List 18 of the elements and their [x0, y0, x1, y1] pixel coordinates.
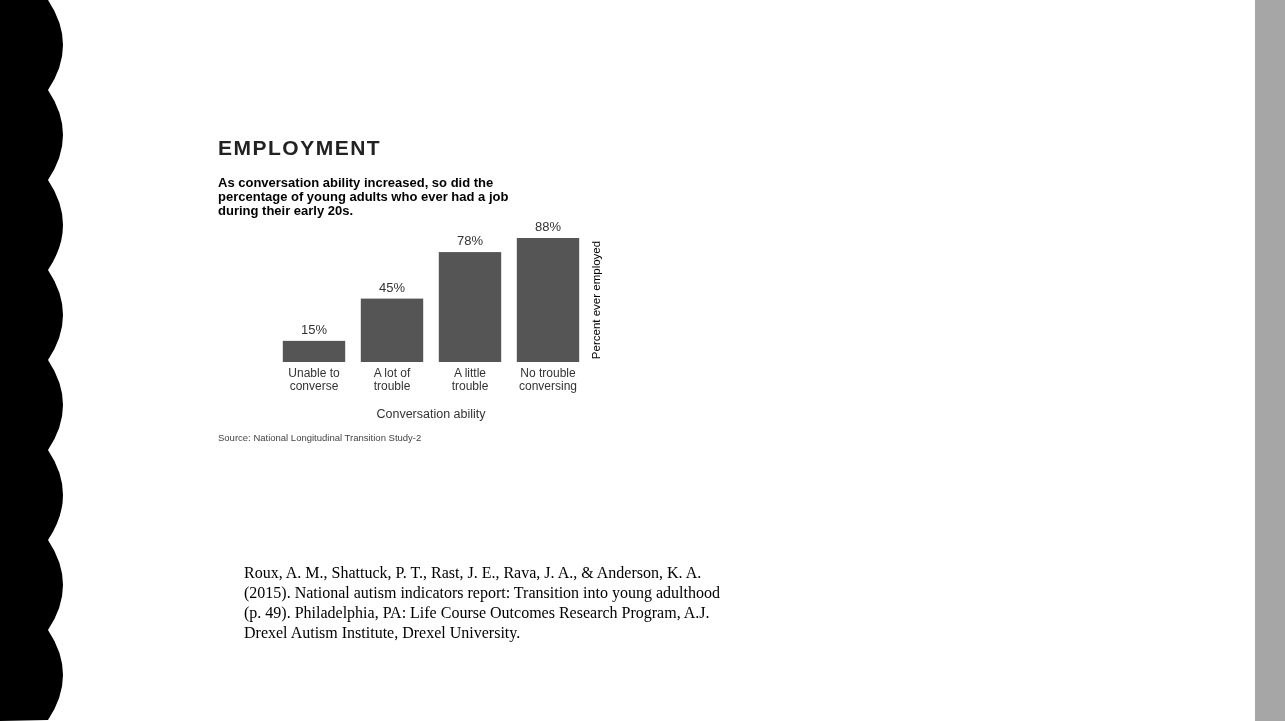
data-label: 15%	[300, 321, 328, 337]
bar	[516, 238, 580, 362]
bar	[360, 298, 424, 362]
chart-title: EMPLOYMENT	[218, 136, 382, 159]
source-note: Source: National Longitudinal Transition Study-2	[218, 432, 422, 443]
x-tick-label: A lot of trouble	[373, 366, 412, 393]
text: Roux, A. M., Shattuck, P. T., Rast, J. E., Rava, J. A., & Anderson, K. A. (2015). National autism indicators report: Transition into young adulthood (p. 49). Philadelphia, PA: Life Course Outcomes Research Program, A.J. Drexel Autism Institute, Drexel University.	[244, 564, 720, 642]
data-label: 78%	[456, 233, 484, 249]
data-label: 45%	[378, 279, 406, 295]
x-axis-title: Conversation ability	[376, 407, 487, 421]
x-tick-label: Unable to converse	[288, 366, 341, 393]
data-label: 88%	[534, 219, 562, 234]
x-tick-label: No trouble conversing	[518, 366, 578, 393]
x-tick-label: A little trouble	[451, 366, 489, 393]
bar	[282, 340, 346, 362]
bar	[438, 252, 502, 362]
chart-subtitle: As conversation ability increased, so did the percentage of young adults who ever had a job during their early 20s.	[218, 175, 509, 218]
y-axis-title: Percent ever employed	[590, 240, 602, 360]
